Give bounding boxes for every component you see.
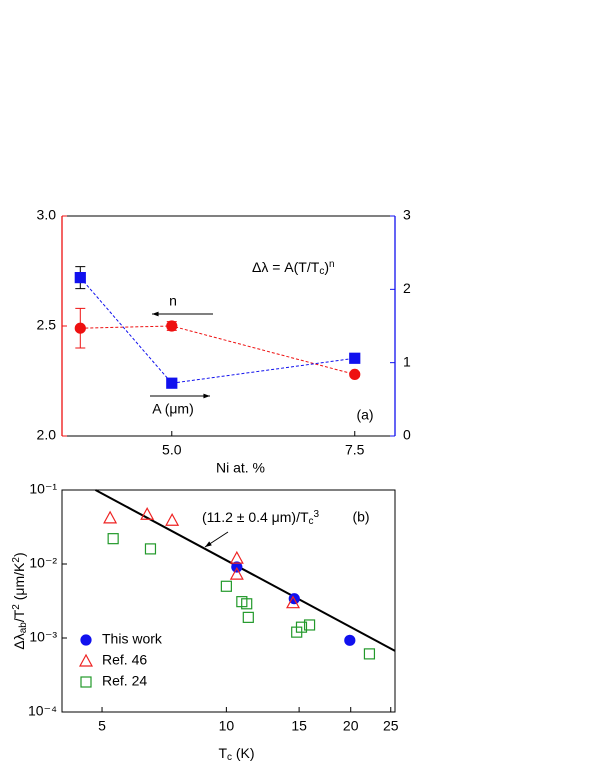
- marker: [344, 634, 356, 646]
- arrow-label: n: [169, 293, 177, 309]
- marker: [349, 352, 361, 364]
- x-tick-label: 20: [343, 718, 359, 734]
- marker: [107, 533, 119, 545]
- series-line: [80, 325, 355, 375]
- legend-marker: [80, 676, 92, 688]
- y-axis-label-part: 2: [11, 557, 22, 563]
- marker: [140, 507, 155, 520]
- legend-marker: [78, 653, 94, 667]
- y-axis-label: Δλab/T2 (μm/K2): [11, 552, 29, 649]
- plot-frame: [61, 489, 396, 713]
- y-axis-label-part: (μm/K: [11, 562, 27, 604]
- annotation-part: 3: [314, 509, 320, 520]
- y-tick-label: 3.0: [37, 207, 57, 223]
- marker: [166, 320, 178, 332]
- y-tick-label: 2.5: [37, 317, 57, 333]
- marker: [363, 648, 376, 660]
- marker: [229, 550, 244, 564]
- legend-label: This work: [102, 631, 163, 647]
- y2-tick-label: 0: [403, 427, 411, 443]
- panel-label: (a): [356, 407, 373, 423]
- y-tick-label: 10⁻²: [29, 555, 57, 571]
- y-axis-label-part: ): [11, 552, 27, 557]
- annotation-part: c: [319, 266, 324, 277]
- arrow-head: [152, 311, 159, 317]
- marker: [303, 619, 316, 631]
- y-axis-label-part: 2: [11, 604, 22, 610]
- x-tick-label: 25: [383, 718, 399, 734]
- y2-tick-label: 2: [403, 280, 411, 296]
- x-axis-label: Ni at. %: [216, 460, 265, 476]
- marker: [165, 513, 180, 526]
- legend-label: Ref. 46: [102, 652, 147, 668]
- panel-label: (b): [352, 509, 369, 525]
- y-tick-label: 10⁻⁴: [28, 703, 57, 719]
- legend-marker: [80, 634, 92, 646]
- y-axis-label-part: Δλ: [11, 633, 27, 649]
- marker: [286, 595, 301, 609]
- annotation-part: Δλ = A(T/T: [252, 259, 320, 275]
- marker: [349, 368, 361, 380]
- y2-tick-label: 1: [403, 353, 411, 369]
- annotation-part: c: [309, 516, 314, 527]
- annotation-part: ): [324, 259, 329, 275]
- marker: [295, 621, 308, 633]
- marker: [220, 580, 232, 592]
- x-axis-label-part: T: [218, 745, 227, 761]
- marker: [103, 510, 118, 524]
- y-axis-label-part: ab: [18, 622, 29, 634]
- x-axis-label-part: c: [227, 752, 232, 763]
- marker: [166, 377, 178, 389]
- annotation: (11.2 ± 0.4 μm)/Tc3: [202, 509, 320, 527]
- legend-label: Ref. 24: [102, 673, 147, 689]
- fit-line: [94, 489, 396, 652]
- arrow-head: [203, 393, 210, 399]
- x-tick-label: 5.0: [162, 442, 182, 458]
- arrow-label: A (μm): [152, 401, 194, 417]
- x-axis-label: Tc (K): [218, 745, 254, 763]
- series-line: [79, 277, 355, 384]
- marker: [229, 566, 244, 580]
- annotation-part: (11.2 ± 0.4 μm)/T: [202, 509, 309, 525]
- y-tick-label: 10⁻¹: [29, 481, 57, 497]
- x-axis-label-part: (K): [232, 745, 255, 761]
- marker: [144, 543, 157, 555]
- y-axis-label-part: /T: [11, 609, 27, 622]
- x-tick-label: 15: [291, 718, 307, 734]
- x-tick-label: 5: [98, 718, 106, 734]
- marker: [74, 322, 86, 334]
- arrow-head: [205, 541, 212, 547]
- marker: [242, 611, 254, 623]
- annotation: Δλ = A(T/Tc)n: [252, 259, 335, 277]
- marker: [74, 272, 86, 284]
- y2-tick-label: 3: [403, 207, 411, 223]
- y-tick-label: 2.0: [37, 427, 57, 443]
- x-tick-label: 10: [219, 718, 235, 734]
- y-tick-label: 10⁻³: [29, 629, 57, 645]
- marker: [241, 598, 253, 610]
- x-tick-label: 7.5: [345, 442, 365, 458]
- annotation-part: n: [329, 259, 335, 270]
